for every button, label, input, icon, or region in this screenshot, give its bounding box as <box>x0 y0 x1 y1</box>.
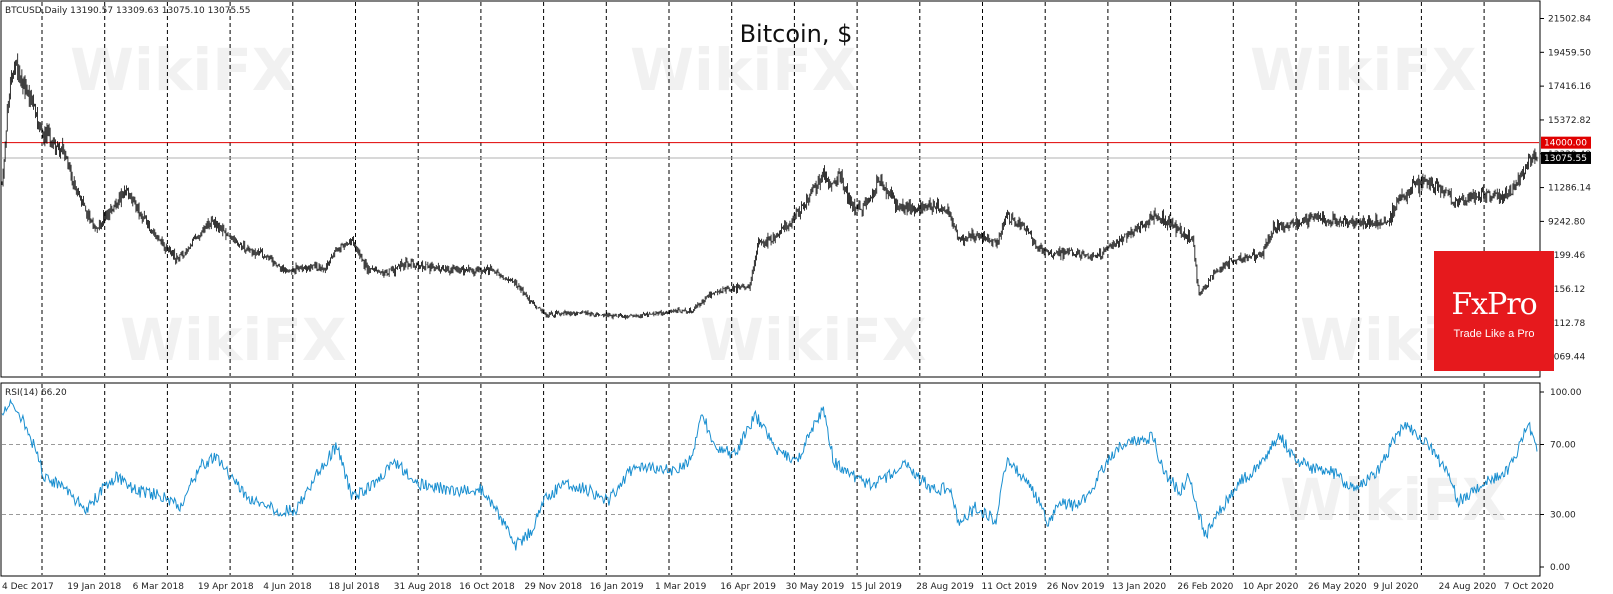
rsi-tick-label: 100.00 <box>1550 388 1582 398</box>
price-tick-label: 17416.16 <box>1548 82 1591 92</box>
rsi-line <box>1 398 1538 551</box>
vertical-grid <box>41 2 1485 575</box>
x-tick-label: 6 Mar 2018 <box>133 582 185 592</box>
price-tick-label: 21502.84 <box>1548 15 1591 25</box>
x-tick-label: 30 May 2019 <box>786 582 845 592</box>
x-tick-label: 11 Oct 2019 <box>982 582 1038 592</box>
x-tick-label: 24 Aug 2020 <box>1439 582 1497 592</box>
fxpro-brand: FxPro <box>1451 287 1537 322</box>
x-tick-label: 1 Mar 2019 <box>655 582 707 592</box>
price-pane <box>0 0 1541 378</box>
time-axis: 4 Dec 2017 19 Jan 2018 6 Mar 2018 19 Apr 20… <box>2 582 1554 592</box>
price-tick-label: 3112.78 <box>1548 319 1585 329</box>
price-tick-label: 1069.44 <box>1548 353 1585 363</box>
price-tick-label: 15372.82 <box>1548 116 1591 126</box>
level-label-box <box>1541 136 1591 149</box>
rsi-axis: 100.00 70.00 30.00 0.00 <box>1540 388 1582 573</box>
last-price-label: 13075.55 <box>1544 154 1587 164</box>
price-tick-label: 11286.14 <box>1548 184 1591 194</box>
x-tick-label: 31 Aug 2018 <box>394 582 452 592</box>
price-tick-label: 7199.46 <box>1548 251 1585 261</box>
fxpro-logo: FxPro Trade Like a Pro <box>1434 251 1554 371</box>
x-tick-label: 9 Jul 2020 <box>1373 582 1418 592</box>
rsi-tick-label: 70.00 <box>1550 441 1576 451</box>
x-tick-label: 7 Oct 2020 <box>1504 582 1554 592</box>
symbol-header: BTCUSD,Daily 13190.57 13309.63 13075.10 … <box>5 6 251 16</box>
rsi-title: RSI(14) 66.20 <box>5 388 67 398</box>
level-label: 14000.00 <box>1544 139 1587 149</box>
watermark-2: WikiFX <box>1250 36 1477 104</box>
x-tick-label: 26 May 2020 <box>1308 582 1367 592</box>
x-tick-label: 29 Nov 2018 <box>524 582 582 592</box>
x-tick-label: 18 Jul 2018 <box>329 582 380 592</box>
x-tick-label: 4 Dec 2017 <box>2 582 54 592</box>
x-tick-label: 19 Apr 2018 <box>198 582 254 592</box>
rsi-tick-label: 30.00 <box>1550 511 1576 521</box>
x-tick-label: 16 Jan 2019 <box>590 582 644 592</box>
watermark-4: WikiFX <box>700 306 927 374</box>
price-bars <box>1 53 1538 320</box>
x-tick-label: 13 Jan 2020 <box>1112 582 1166 592</box>
x-tick-label: 4 Jun 2018 <box>263 582 312 592</box>
watermark-3: WikiFX <box>120 306 347 374</box>
price-tick-label: 19459.50 <box>1548 48 1591 58</box>
x-tick-label: 16 Apr 2019 <box>720 582 776 592</box>
x-tick-label: 15 Jul 2019 <box>851 582 902 592</box>
fxpro-tagline: Trade Like a Pro <box>1453 328 1535 340</box>
watermark-0: WikiFX <box>70 36 297 104</box>
rsi-tick-label: 0.00 <box>1550 563 1570 573</box>
rsi-pane <box>0 382 1541 577</box>
x-tick-label: 26 Nov 2019 <box>1047 582 1105 592</box>
watermark-6: WikiFX <box>1280 466 1507 534</box>
x-tick-label: 19 Jan 2018 <box>67 582 121 592</box>
x-tick-label: 28 Aug 2019 <box>916 582 974 592</box>
x-tick-label: 26 Feb 2020 <box>1177 582 1233 592</box>
price-tick-label: 9242.80 <box>1548 217 1585 227</box>
chart-title: Bitcoin, $ <box>740 20 853 48</box>
x-tick-label: 16 Oct 2018 <box>459 582 515 592</box>
watermark-1: WikiFX <box>630 36 857 104</box>
x-tick-label: 10 Apr 2020 <box>1243 582 1299 592</box>
price-tick-label: 5156.12 <box>1548 285 1585 295</box>
last-price-box <box>1541 151 1591 164</box>
